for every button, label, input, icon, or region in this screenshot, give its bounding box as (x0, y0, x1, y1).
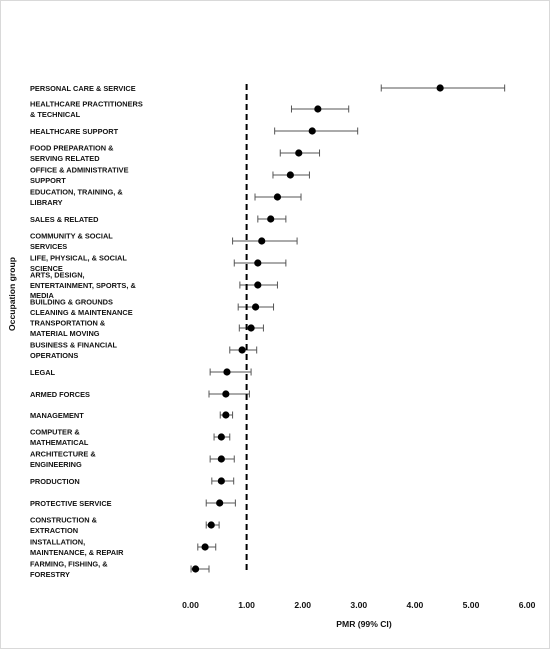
category-labels: PERSONAL CARE & SERVICE HEALTHCARE PRACTI… (30, 84, 143, 579)
category-label: FARMING, FISHING, & (30, 560, 108, 569)
data-row (380, 84, 506, 92)
pmr-point (217, 455, 225, 463)
data-row (232, 237, 298, 245)
pmr-point (238, 346, 246, 354)
pmr-point (223, 368, 231, 376)
category-label: PROTECTIVE SERVICE (30, 499, 112, 508)
pmr-point (436, 84, 444, 92)
pmr-point (247, 324, 255, 332)
pmr-point (201, 543, 209, 551)
pmr-point (267, 215, 275, 223)
pmr-point (217, 477, 225, 485)
pmr-point (217, 433, 225, 441)
category-label: INSTALLATION, (30, 538, 85, 547)
category-label: LEGAL (30, 368, 56, 377)
category-label: HEALTHCARE SUPPORT (30, 127, 119, 136)
pmr-point (295, 149, 303, 157)
y-axis-title: Occupation group (7, 257, 17, 331)
category-label: OPERATIONS (30, 351, 78, 360)
data-row (238, 324, 264, 332)
data-row (274, 127, 359, 135)
category-label: TRANSPORTATION & (30, 319, 106, 328)
category-label: CLEANING & MAINTENANCE (30, 308, 133, 317)
pmr-point (308, 127, 316, 135)
pmr-point (191, 565, 200, 573)
data-row (205, 521, 220, 529)
pmr-point (207, 521, 215, 529)
category-label: COMMUNITY & SOCIAL (30, 232, 113, 241)
category-label: LIFE, PHYSICAL, & SOCIAL (30, 254, 127, 263)
category-label: FORESTRY (30, 570, 70, 579)
category-label: OFFICE & ADMINISTRATIVE (30, 166, 129, 175)
category-label: ENGINEERING (30, 460, 82, 469)
category-label: EDUCATION, TRAINING, & (30, 188, 123, 197)
data-row (279, 149, 321, 157)
x-tick-label: 4.00 (407, 600, 424, 610)
data-row (209, 368, 252, 376)
data-row (205, 499, 236, 507)
category-label: SALES & RELATED (30, 215, 99, 224)
category-label: HEALTHCARE PRACTITIONERS (30, 100, 143, 109)
category-label: EXTRACTION (30, 526, 78, 535)
category-label: FOOD PREPARATION & (30, 144, 114, 153)
category-label: SERVICES (30, 242, 67, 251)
category-label: & TECHNICAL (30, 110, 81, 119)
pmr-point (314, 105, 322, 113)
data-row (272, 171, 310, 179)
category-label: SCIENCE (30, 264, 63, 273)
x-tick-label: 3.00 (350, 600, 367, 610)
x-axis-title: PMR (99% CI) (336, 619, 392, 629)
category-label: CONSTRUCTION & (30, 516, 98, 525)
x-tick-label: 5.00 (463, 600, 480, 610)
category-label: PERSONAL CARE & SERVICE (30, 84, 136, 93)
data-row (254, 193, 302, 201)
category-label: MATHEMATICAL (30, 438, 89, 447)
category-label: BUILDING & GROUNDS (30, 298, 113, 307)
data-row (213, 433, 231, 441)
pmr-point (216, 499, 224, 507)
pmr-point (273, 193, 282, 201)
data-row (190, 565, 210, 573)
data-row (197, 543, 217, 551)
pmr-point (286, 171, 294, 179)
x-axis-ticks: 0.00 1.00 2.00 3.00 4.00 5.00 6.00 (182, 600, 536, 610)
category-label: BUSINESS & FINANCIAL (30, 341, 118, 350)
pmr-point (222, 390, 230, 398)
pmr-point (258, 237, 266, 245)
pmr-point (254, 259, 262, 267)
data-row (211, 477, 235, 485)
data-row (290, 105, 350, 113)
x-tick-label: 2.00 (294, 600, 311, 610)
category-label: ARCHITECTURE & (30, 450, 96, 459)
category-label: ENTERTAINMENT, SPORTS, & (30, 281, 136, 290)
x-tick-label: 0.00 (182, 600, 199, 610)
category-label: PRODUCTION (30, 477, 80, 486)
pmr-point (222, 411, 230, 419)
x-tick-label: 1.00 (238, 600, 255, 610)
data-row (219, 411, 234, 419)
plot-area (190, 84, 506, 573)
data-row (237, 303, 275, 311)
category-label: SERVING RELATED (30, 154, 100, 163)
data-row (257, 215, 287, 223)
category-label: ARTS, DESIGN, (30, 271, 85, 280)
pmr-point (254, 281, 262, 289)
category-label: MANAGEMENT (30, 411, 84, 420)
data-row (233, 259, 287, 267)
category-label: MATERIAL MOVING (30, 329, 100, 338)
category-label: LIBRARY (30, 198, 63, 207)
pmr-point (251, 303, 260, 311)
category-label: SUPPORT (30, 176, 66, 185)
category-label: COMPUTER & (30, 428, 80, 437)
data-row (229, 346, 258, 354)
category-label: ARMED FORCES (30, 390, 90, 399)
x-tick-label: 6.00 (519, 600, 536, 610)
category-label: MAINTENANCE, & REPAIR (30, 548, 124, 557)
data-row (209, 455, 235, 463)
data-row (208, 390, 250, 398)
category-label: MEDIA (30, 291, 54, 300)
